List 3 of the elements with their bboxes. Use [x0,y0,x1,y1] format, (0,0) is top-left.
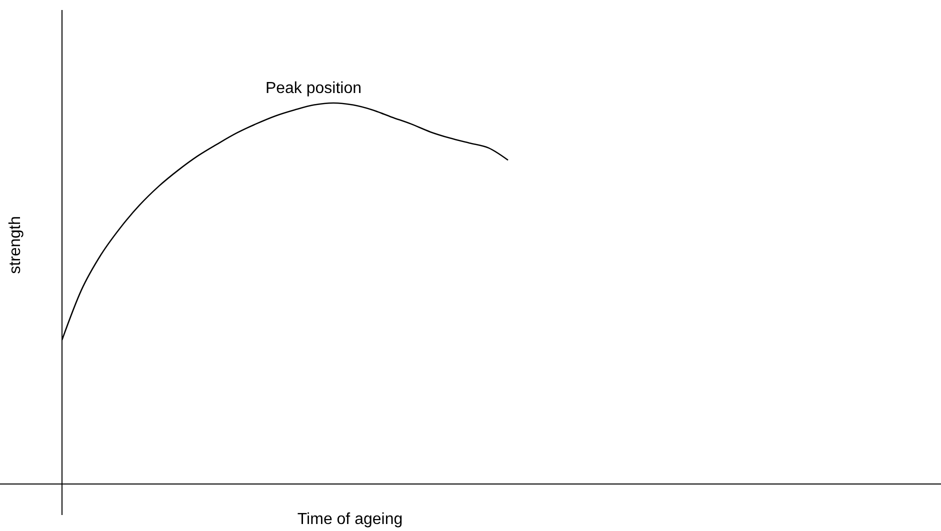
y-axis-title: strength [7,216,24,274]
x-axis-title: Time of ageing [297,511,403,528]
annotation: Peak position [265,80,362,97]
